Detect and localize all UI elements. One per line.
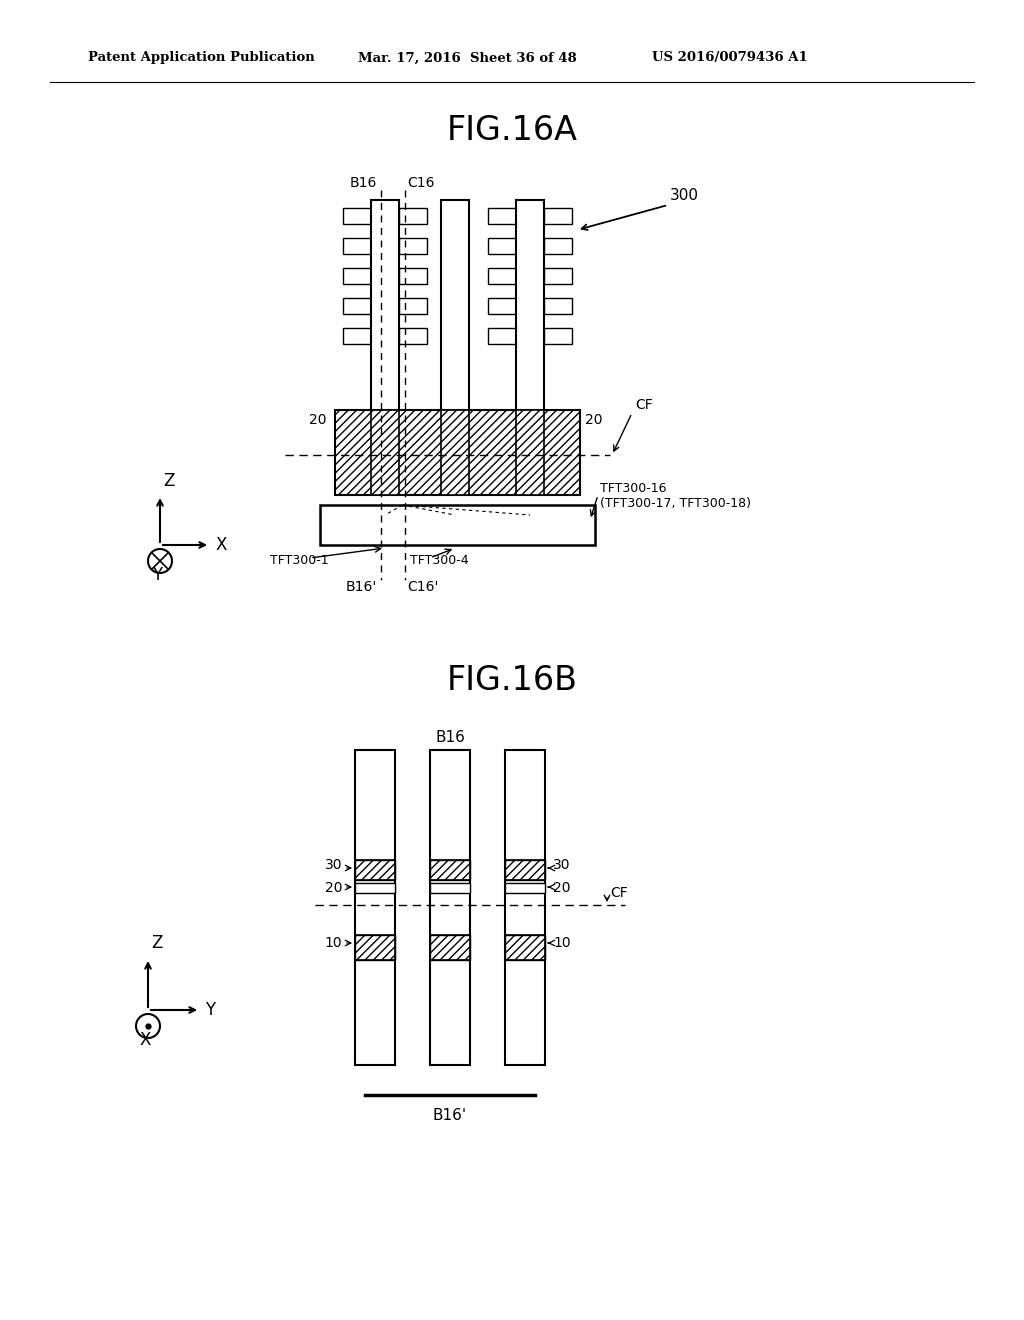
Text: B16: B16: [349, 176, 377, 190]
Bar: [355, 750, 395, 1065]
Bar: [430, 861, 470, 880]
Bar: [335, 411, 580, 495]
Text: 20: 20: [585, 413, 602, 426]
Bar: [399, 209, 427, 224]
Bar: [343, 298, 371, 314]
Text: TFT300-1: TFT300-1: [270, 553, 329, 566]
Text: B16': B16': [346, 579, 377, 594]
Bar: [355, 861, 395, 880]
Text: Y: Y: [152, 566, 162, 583]
Bar: [441, 411, 469, 495]
Text: TFT300-16: TFT300-16: [600, 482, 667, 495]
Text: CF: CF: [635, 399, 652, 412]
Text: B16: B16: [435, 730, 465, 746]
Text: CF: CF: [610, 886, 628, 900]
Bar: [505, 861, 545, 880]
Text: C16': C16': [407, 579, 438, 594]
Bar: [505, 750, 545, 1065]
Bar: [488, 268, 516, 284]
Bar: [505, 883, 545, 894]
Bar: [430, 750, 470, 1065]
Bar: [399, 238, 427, 253]
Text: 10: 10: [553, 936, 570, 950]
Bar: [399, 268, 427, 284]
Bar: [371, 201, 399, 414]
Text: 20: 20: [325, 880, 342, 895]
Text: TFT300-4: TFT300-4: [410, 553, 469, 566]
Text: C16: C16: [407, 176, 434, 190]
Text: 10: 10: [325, 936, 342, 950]
Text: FIG.16A: FIG.16A: [446, 114, 578, 147]
Bar: [488, 238, 516, 253]
Text: X: X: [215, 536, 226, 554]
Text: Z: Z: [163, 473, 174, 490]
Bar: [430, 935, 470, 960]
Bar: [544, 238, 572, 253]
Text: 20: 20: [309, 413, 327, 426]
Text: Y: Y: [205, 1001, 215, 1019]
Bar: [343, 238, 371, 253]
Bar: [488, 327, 516, 345]
Bar: [430, 883, 470, 894]
Bar: [516, 201, 544, 414]
Bar: [343, 327, 371, 345]
Text: Patent Application Publication: Patent Application Publication: [88, 51, 314, 65]
Text: (TFT300-17, TFT300-18): (TFT300-17, TFT300-18): [600, 496, 751, 510]
Bar: [544, 209, 572, 224]
Bar: [544, 268, 572, 284]
Bar: [430, 935, 470, 960]
Text: 300: 300: [670, 187, 699, 202]
Text: FIG.16B: FIG.16B: [446, 664, 578, 697]
Text: 30: 30: [553, 858, 570, 873]
Bar: [343, 209, 371, 224]
Bar: [516, 411, 544, 495]
Text: X: X: [139, 1031, 151, 1049]
Text: 20: 20: [553, 880, 570, 895]
Bar: [430, 861, 470, 880]
Bar: [516, 411, 544, 495]
Bar: [441, 411, 469, 495]
Bar: [355, 935, 395, 960]
Bar: [544, 298, 572, 314]
Bar: [399, 327, 427, 345]
Text: Z: Z: [151, 935, 163, 952]
Bar: [488, 298, 516, 314]
Bar: [399, 298, 427, 314]
Text: 30: 30: [325, 858, 342, 873]
Bar: [488, 209, 516, 224]
Bar: [371, 411, 399, 495]
Bar: [505, 935, 545, 960]
Bar: [355, 883, 395, 894]
Text: US 2016/0079436 A1: US 2016/0079436 A1: [652, 51, 808, 65]
Text: B16': B16': [433, 1107, 467, 1122]
Bar: [505, 935, 545, 960]
Bar: [355, 861, 395, 880]
Bar: [505, 861, 545, 880]
Bar: [319, 506, 595, 545]
Bar: [355, 935, 395, 960]
Bar: [343, 268, 371, 284]
Bar: [371, 411, 399, 495]
Text: Mar. 17, 2016  Sheet 36 of 48: Mar. 17, 2016 Sheet 36 of 48: [358, 51, 577, 65]
Bar: [544, 327, 572, 345]
Bar: [441, 201, 469, 414]
